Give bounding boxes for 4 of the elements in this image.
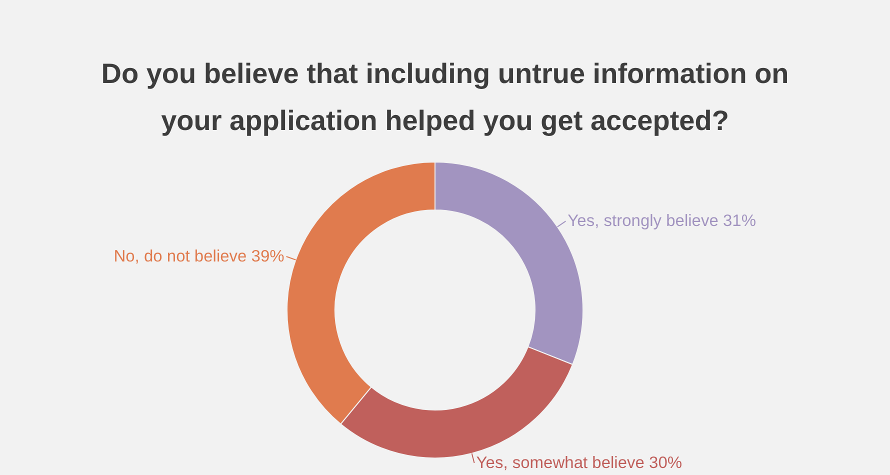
- slice-label: Yes, strongly believe 31%: [568, 212, 756, 230]
- slice-label: No, do not believe 39%: [114, 247, 285, 266]
- chart-title: Do you believe that including untrue information on your application helped you get accepted?: [101, 58, 789, 136]
- slice-label: Yes, somewhat believe 30%: [476, 454, 682, 472]
